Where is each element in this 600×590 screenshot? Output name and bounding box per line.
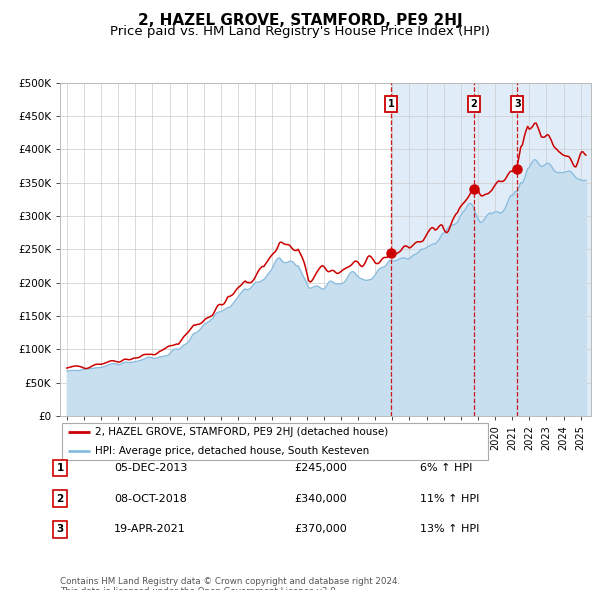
Text: £245,000: £245,000 xyxy=(294,463,347,473)
Text: 2, HAZEL GROVE, STAMFORD, PE9 2HJ (detached house): 2, HAZEL GROVE, STAMFORD, PE9 2HJ (detac… xyxy=(95,427,389,437)
Text: 11% ↑ HPI: 11% ↑ HPI xyxy=(420,494,479,503)
Text: 3: 3 xyxy=(514,99,521,109)
Text: 08-OCT-2018: 08-OCT-2018 xyxy=(114,494,187,503)
Bar xyxy=(391,83,591,416)
Text: 3: 3 xyxy=(56,525,64,534)
Text: Contains HM Land Registry data © Crown copyright and database right 2024.
This d: Contains HM Land Registry data © Crown c… xyxy=(60,577,400,590)
Text: £370,000: £370,000 xyxy=(294,525,347,534)
Text: 19-APR-2021: 19-APR-2021 xyxy=(114,525,186,534)
FancyBboxPatch shape xyxy=(62,423,488,460)
Text: 2, HAZEL GROVE, STAMFORD, PE9 2HJ: 2, HAZEL GROVE, STAMFORD, PE9 2HJ xyxy=(137,13,463,28)
Text: 1: 1 xyxy=(56,463,64,473)
Text: £340,000: £340,000 xyxy=(294,494,347,503)
Text: 13% ↑ HPI: 13% ↑ HPI xyxy=(420,525,479,534)
Text: 1: 1 xyxy=(388,99,394,109)
Text: 6% ↑ HPI: 6% ↑ HPI xyxy=(420,463,472,473)
Text: 2: 2 xyxy=(470,99,478,109)
Text: Price paid vs. HM Land Registry's House Price Index (HPI): Price paid vs. HM Land Registry's House … xyxy=(110,25,490,38)
Text: HPI: Average price, detached house, South Kesteven: HPI: Average price, detached house, Sout… xyxy=(95,445,370,455)
Text: 2: 2 xyxy=(56,494,64,503)
Text: 05-DEC-2013: 05-DEC-2013 xyxy=(114,463,187,473)
